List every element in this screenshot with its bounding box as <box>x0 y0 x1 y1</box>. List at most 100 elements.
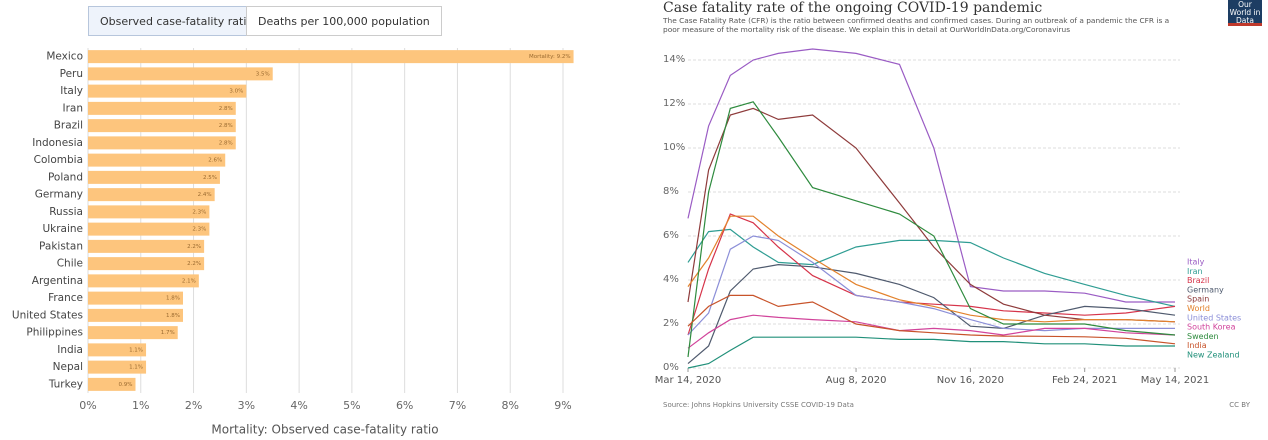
line <box>687 294 1176 345</box>
line <box>687 101 1176 358</box>
x-tick-label: Aug 8, 2020 <box>826 375 887 386</box>
x-tick-label: 6% <box>396 399 413 412</box>
legend-label: United States <box>1187 313 1241 322</box>
bar <box>88 239 205 253</box>
legend-label: Sweden <box>1187 332 1219 341</box>
legend-label: Iran <box>1187 267 1203 276</box>
bar <box>88 136 236 150</box>
y-tick-label: 12% <box>663 98 685 109</box>
x-tick-label: 7% <box>449 399 466 412</box>
data-label: 2.6% <box>208 158 222 164</box>
data-label: 2.8% <box>219 140 233 146</box>
line <box>687 228 1176 307</box>
bar <box>88 257 205 271</box>
y-tick-label: 2% <box>663 318 679 329</box>
bar <box>88 343 147 357</box>
legend-label: Italy <box>1187 258 1205 267</box>
x-tick-label: Mar 14, 2020 <box>655 375 722 386</box>
y-tick-label: Turkey <box>48 378 83 390</box>
data-label: 0.9% <box>119 382 133 388</box>
bar <box>88 326 178 340</box>
tab[interactable]: Observed case-fatality ratio <box>88 6 266 36</box>
line <box>687 235 1175 336</box>
y-tick-label: 6% <box>663 230 679 241</box>
bar <box>88 360 147 374</box>
data-label: 3.5% <box>256 71 270 77</box>
x-tick-label: 3% <box>238 399 255 412</box>
x-tick-label: Nov 16, 2020 <box>937 375 1004 386</box>
y-tick-label: 0% <box>663 362 679 373</box>
legend-label: South Korea <box>1187 323 1236 332</box>
source: Source: Johns Hopkins University CSSE CO… <box>663 401 854 409</box>
data-label: 2.8% <box>219 106 233 112</box>
bar <box>88 274 199 288</box>
x-tick-label: 2% <box>185 399 202 412</box>
data-label: 2.3% <box>192 209 206 215</box>
bar <box>88 84 247 98</box>
x-tick-label: 0% <box>79 399 96 412</box>
legend-label: New Zealand <box>1187 351 1240 360</box>
x-tick-label: 5% <box>343 399 360 412</box>
bar <box>88 291 183 305</box>
y-tick-label: Russia <box>49 206 83 218</box>
y-tick-label: Germany <box>35 189 83 201</box>
y-tick-label: Brazil <box>54 120 83 132</box>
line <box>687 213 1176 336</box>
y-tick-label: Indonesia <box>32 137 83 149</box>
bar <box>88 205 210 219</box>
y-tick-label: Peru <box>60 68 83 80</box>
x-tick-label: 1% <box>132 399 149 412</box>
line <box>687 263 1176 365</box>
y-tick-label: India <box>57 344 83 356</box>
y-tick-label: Poland <box>48 171 83 183</box>
data-label: 2.4% <box>198 192 212 198</box>
x-tick-label: Feb 24, 2021 <box>1052 375 1117 386</box>
y-tick-label: 10% <box>663 142 685 153</box>
bar <box>88 222 210 236</box>
data-label: Mortality: 9.2% <box>529 54 571 60</box>
y-tick-label: Philippines <box>26 327 83 339</box>
chart-title: Case fatality rate of the ongoing COVID-… <box>663 0 1042 16</box>
subtitle: The Case Fatality Rate (CFR) is the rati… <box>663 16 1170 34</box>
data-label: 2.2% <box>187 261 201 267</box>
bar <box>88 119 236 133</box>
line <box>687 48 1175 303</box>
bar <box>88 50 574 64</box>
data-label: 1.8% <box>166 296 180 302</box>
y-tick-label: 8% <box>663 186 679 197</box>
y-tick-label: Chile <box>57 258 83 270</box>
y-tick-label: France <box>48 292 83 304</box>
y-tick-label: 14% <box>663 54 685 65</box>
data-label: 1.7% <box>161 330 175 336</box>
tab[interactable]: Deaths per 100,000 population <box>246 6 442 36</box>
legend-label: Brazil <box>1187 276 1209 285</box>
logo: Our World in Data <box>1228 0 1262 26</box>
data-label: 2.8% <box>219 123 233 129</box>
bar <box>88 188 215 202</box>
data-label: 2.3% <box>192 227 206 233</box>
y-tick-label: Argentina <box>32 275 83 287</box>
legend-label: Spain <box>1187 295 1209 304</box>
x-tick-label: May 14, 2021 <box>1141 375 1209 386</box>
line <box>687 336 1175 369</box>
legend-label: Germany <box>1187 285 1224 294</box>
line <box>687 107 1176 323</box>
legend-label: World <box>1187 304 1210 313</box>
y-tick-label: Italy <box>60 85 83 97</box>
y-tick-label: Mexico <box>46 51 83 63</box>
data-label: 2.2% <box>187 244 201 250</box>
y-tick-label: Ukraine <box>42 223 83 235</box>
bar <box>88 170 220 184</box>
y-tick-label: Nepal <box>53 361 83 373</box>
bar <box>88 67 273 81</box>
bar <box>88 101 236 115</box>
bar <box>88 377 136 391</box>
data-label: 2.5% <box>203 175 217 181</box>
license: CC BY <box>1229 401 1250 409</box>
line <box>687 215 1176 323</box>
y-tick-label: Pakistan <box>39 240 83 252</box>
y-tick-label: 4% <box>663 274 679 285</box>
data-label: 2.1% <box>182 278 196 284</box>
